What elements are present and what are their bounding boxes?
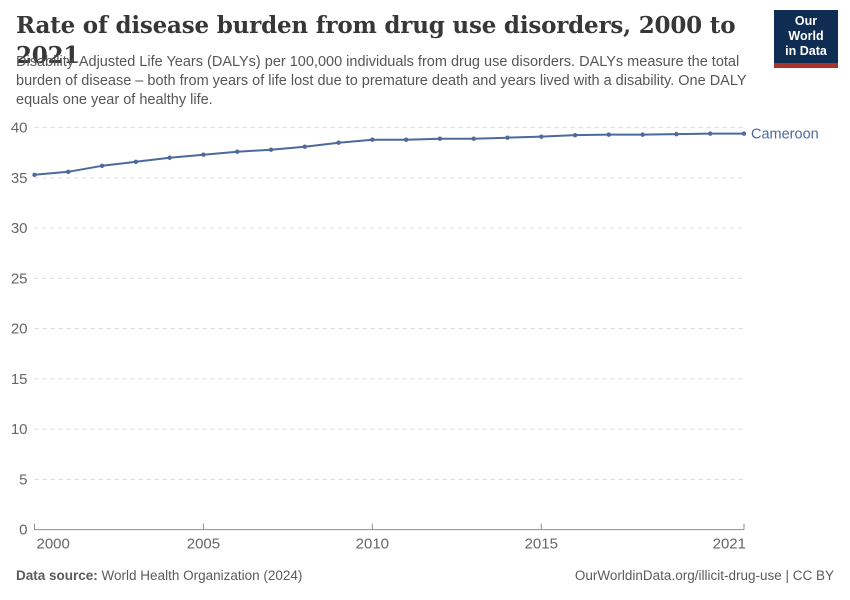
data-point[interactable] [674, 131, 679, 137]
y-tick-label: 40 [11, 120, 28, 137]
data-point[interactable] [437, 136, 443, 141]
data-source-value: World Health Organization (2024) [101, 568, 303, 583]
chart-subtitle: Disability-Adjusted Life Years (DALYs) p… [16, 54, 747, 108]
y-tick-label: 0 [19, 522, 27, 539]
data-point[interactable] [708, 131, 713, 136]
series-label: Cameroon [751, 126, 819, 142]
data-point[interactable] [370, 137, 375, 142]
owid-logo-line2: in Data [785, 44, 827, 58]
data-point[interactable] [167, 155, 172, 160]
data-point[interactable] [66, 169, 71, 175]
x-tick-label: 2015 [525, 536, 558, 553]
data-point[interactable] [133, 159, 139, 164]
x-tick-label: 2000 [37, 536, 70, 553]
owid-logo-line1: Our World [788, 14, 824, 43]
data-point[interactable] [201, 152, 206, 157]
x-tick-label: 2021 [713, 536, 746, 553]
credit-link[interactable]: OurWorldinData.org/illicit-drug-use | CC… [574, 568, 834, 583]
data-point[interactable] [99, 163, 105, 168]
data-point[interactable] [741, 131, 747, 136]
data-point[interactable] [32, 172, 37, 178]
data-point[interactable] [572, 132, 578, 138]
y-tick-label: 10 [11, 421, 28, 438]
data-point[interactable] [235, 149, 240, 154]
data-point[interactable] [268, 147, 274, 152]
y-tick-label: 15 [11, 371, 28, 388]
y-tick-label: 25 [11, 270, 28, 287]
data-point[interactable] [640, 132, 645, 137]
y-tick-label: 30 [11, 220, 28, 237]
x-tick-label: 2010 [356, 536, 389, 553]
data-line[interactable] [33, 132, 745, 176]
data-point[interactable] [302, 144, 307, 149]
y-tick-label: 5 [19, 471, 27, 488]
chart-title: Rate of disease burden from drug use dis… [16, 12, 736, 69]
data-source: Data source: World Health Organization (… [16, 568, 302, 583]
data-point[interactable] [539, 134, 544, 139]
data-point[interactable] [606, 132, 612, 137]
data-point[interactable] [471, 136, 476, 141]
data-point[interactable] [505, 135, 510, 140]
owid-logo[interactable]: Our World in Data [774, 10, 838, 68]
data-point[interactable] [403, 137, 409, 142]
y-tick-label: 35 [11, 170, 28, 187]
data-source-label: Data source: [16, 568, 98, 583]
x-tick-label: 2005 [187, 536, 220, 553]
y-tick-label: 20 [11, 321, 28, 338]
data-point[interactable] [336, 140, 341, 145]
